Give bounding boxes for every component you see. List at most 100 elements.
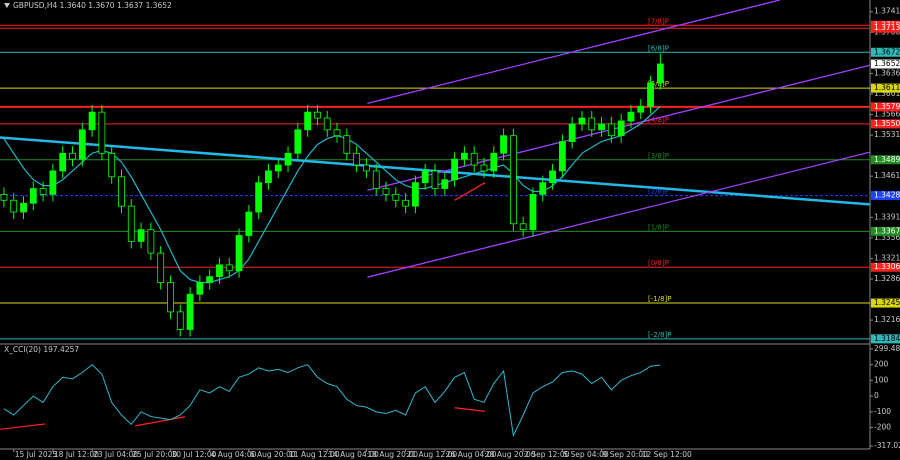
level-price-box (871, 226, 900, 236)
candle-body (265, 170, 272, 184)
last-price-box (871, 59, 900, 69)
candle-body (627, 111, 635, 122)
y-tick-label: 100 (874, 375, 889, 384)
y-tick-label: 1.3286 (874, 274, 900, 283)
candle-body (558, 141, 566, 172)
x-tick-label: 30 Jul 12:00 (171, 450, 216, 459)
x-tick-label: 18 Jul 12:00 (54, 450, 99, 459)
y-tick-label: 1.3216 (874, 315, 900, 324)
indicator-title: X_CCI(20) 197.4257 (4, 345, 79, 354)
x-tick-label: 11 Aug 12:00 (289, 450, 340, 459)
candle-body (500, 135, 507, 154)
candle-body (460, 152, 468, 160)
x-tick-label: 12 Sep 12:00 (642, 450, 692, 459)
level-tag: [7/8]P (648, 17, 669, 25)
cci-panel (0, 363, 661, 438)
x-tick-label: 5 Sep 04:00 (563, 450, 609, 459)
candle-body (372, 170, 380, 189)
candle-body (225, 264, 233, 272)
axes: 1.37411.37061.36361.36011.35661.35311.34… (13, 7, 900, 459)
level-price-box (871, 298, 900, 308)
y-tick-label: 0 (874, 391, 879, 400)
y-tick-label: -200 (874, 423, 891, 432)
y-tick-label: 1.3636 (874, 68, 900, 77)
y-tick-label: 1.3321 (874, 253, 900, 262)
level-price-label: 1.3245 (874, 298, 900, 307)
candle-body (431, 170, 439, 189)
x-tick-label: 23 Jul 04:00 (93, 450, 138, 459)
trend-line (135, 416, 186, 427)
candle-body (157, 252, 165, 283)
y-tick-label: 1.3531 (874, 130, 900, 139)
level-price-box (871, 119, 900, 129)
candle-body (412, 182, 419, 207)
trend-line (454, 407, 486, 412)
level-price-label: 1.3579 (874, 102, 900, 111)
candle-body (245, 211, 253, 236)
level-tag: [-1/8]P (648, 295, 671, 303)
trend-line (367, 0, 781, 105)
level-price-box (871, 262, 900, 272)
candle-body (451, 158, 458, 181)
level-price-label: 1.3611 (874, 83, 900, 92)
y-tick-label: 1.3566 (874, 110, 900, 119)
level-price-label: 1.3550 (874, 119, 900, 128)
candle-body (235, 235, 243, 272)
candle-body (480, 164, 488, 172)
candle-body (274, 164, 282, 172)
candle-body (647, 82, 654, 107)
level-price-box (871, 155, 900, 165)
x-tick-label: 14 Aug 04:00 (328, 450, 379, 459)
candle-body (656, 63, 664, 84)
level-price-box (871, 191, 900, 201)
level-tag: [2/8]P (648, 188, 669, 196)
y-tick-label: 200 (874, 360, 889, 369)
y-tick-label: 1.3741 (874, 7, 900, 16)
x-tick-label: 18 Aug 20:00 (367, 450, 418, 459)
y-tick-label: 1.3601 (874, 89, 900, 98)
level-tag: [3/8]P (648, 152, 669, 160)
candle-body (314, 111, 321, 119)
candle-body (10, 199, 18, 213)
level-price-box (871, 47, 900, 57)
candle-body (147, 229, 155, 254)
candle-body (20, 202, 27, 213)
x-tick-label: 21 Aug 12:00 (407, 450, 458, 459)
candle-body (509, 135, 517, 225)
candle-body (363, 164, 370, 172)
trend-line (0, 423, 46, 430)
y-tick-label: 1.3391 (874, 212, 900, 221)
candle-body (196, 282, 204, 295)
level-tag: [0/8]P (648, 259, 669, 267)
y-tick-label: -317.0205 (874, 441, 900, 450)
candle-body (137, 229, 145, 242)
candle-body (617, 120, 625, 137)
candle-body (441, 179, 449, 189)
candle-body (216, 264, 223, 278)
candle-body (607, 123, 615, 137)
level-price-label: 1.3672 (874, 47, 900, 56)
candle-body (598, 123, 605, 131)
candle-body (78, 129, 86, 160)
candle-body (176, 311, 184, 330)
candle-body (88, 111, 96, 131)
level-tag: [6/8]P (648, 44, 669, 52)
level-price-label: 1.3489 (874, 155, 900, 164)
candle-body (539, 182, 547, 195)
cci-line (3, 363, 661, 438)
x-tick-label: 4 Aug 04:00 (211, 450, 257, 459)
candle-body (519, 223, 527, 231)
candle-body (588, 117, 596, 131)
level-tag: [4/8]P (648, 116, 669, 124)
x-tick-label: 9 Sep 20:00 (603, 450, 649, 459)
candle-body (402, 199, 410, 207)
level-price-label: 1.3367 (874, 226, 900, 235)
candle-body (49, 170, 57, 195)
y-tick-label: 299.4823 (874, 344, 900, 353)
candle-body (186, 293, 194, 330)
last-price-label: 1.3652 (874, 59, 900, 68)
candle-body (304, 111, 312, 131)
candle-body (127, 205, 135, 242)
candle-body (255, 182, 263, 213)
